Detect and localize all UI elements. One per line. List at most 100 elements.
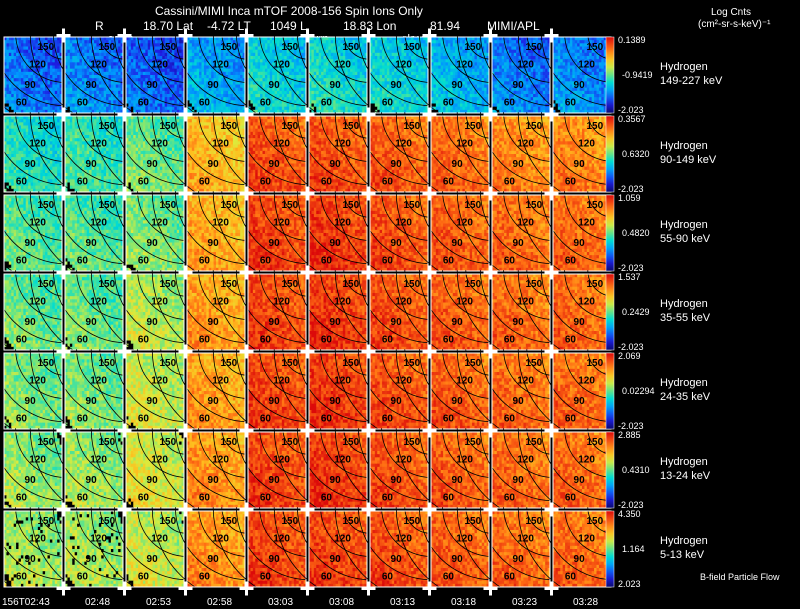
grid-cross	[484, 113, 498, 116]
contour-label: 60	[16, 493, 28, 504]
contour-label: 90	[86, 159, 98, 170]
contour-label: 150	[342, 279, 359, 290]
contour-label: 60	[321, 335, 333, 346]
contour-label: 120	[273, 455, 290, 466]
grid-cross	[240, 587, 254, 590]
grid-cross	[240, 271, 254, 274]
contour-label: 120	[395, 534, 412, 545]
grid-cross	[484, 192, 498, 195]
contour-label: 120	[334, 455, 351, 466]
contour-label: 120	[517, 139, 534, 150]
time-label: 03:08	[329, 597, 354, 608]
contour-label: 60	[260, 493, 272, 504]
contour-label: 90	[513, 396, 525, 407]
species-label: Hydrogen	[660, 456, 708, 469]
contour-label: 120	[151, 534, 168, 545]
contour-label: 150	[37, 437, 54, 448]
contour-label: 150	[525, 516, 542, 527]
contour-label: 90	[574, 554, 586, 565]
contour-label: 120	[212, 455, 229, 466]
contour-label: 120	[334, 534, 351, 545]
species-label: Hydrogen	[660, 298, 708, 311]
contour-label: 60	[138, 572, 150, 583]
contour-label: 90	[574, 238, 586, 249]
contour-label: 150	[342, 358, 359, 369]
grid-cross	[545, 192, 559, 195]
contour-label: 90	[452, 80, 464, 91]
contour-label: 120	[578, 534, 595, 545]
contour-label: 60	[16, 177, 28, 188]
grid-cross	[545, 350, 559, 353]
contour-label: 150	[281, 516, 298, 527]
contour-label: 90	[391, 80, 403, 91]
colorbar-mid-label: 0.02294	[622, 386, 655, 396]
grid-cross	[423, 429, 437, 432]
grid-cross	[301, 508, 315, 511]
grid-cross	[484, 350, 498, 353]
species-label: Hydrogen	[660, 535, 708, 548]
contour-label: 60	[16, 256, 28, 267]
colorbar-max-label: 0.1389	[618, 35, 646, 45]
contour-label: 150	[403, 121, 420, 132]
time-label: 03:03	[268, 597, 293, 608]
contour-label: 90	[86, 80, 98, 91]
contour-label: 90	[513, 475, 525, 486]
contour-label: 150	[37, 121, 54, 132]
contour-label: 60	[321, 256, 333, 267]
contour-label: 90	[25, 396, 37, 407]
contour-label: 120	[517, 455, 534, 466]
time-label: 02:58	[207, 597, 232, 608]
grid-cross	[118, 350, 132, 353]
contour-label: 90	[330, 80, 342, 91]
contour-label: 120	[517, 60, 534, 71]
contour-label: 60	[260, 98, 272, 109]
contour-label: 150	[98, 358, 115, 369]
contour-label: 120	[212, 139, 229, 150]
grid-cross	[179, 429, 193, 432]
grid-cross	[362, 113, 376, 116]
contour-label: 120	[395, 139, 412, 150]
contour-label: 60	[565, 335, 577, 346]
contour-label: 120	[212, 534, 229, 545]
contour-label: 150	[525, 121, 542, 132]
colorbar-max-label: 4.350	[618, 509, 641, 519]
contour-label: 150	[37, 358, 54, 369]
grid-cross	[118, 271, 132, 274]
contour-label: 150	[403, 437, 420, 448]
contour-label: 150	[98, 437, 115, 448]
contour-label: 150	[281, 200, 298, 211]
grid-cross	[179, 192, 193, 195]
contour-label: 120	[456, 297, 473, 308]
contour-label: 120	[90, 455, 107, 466]
species-label: Hydrogen	[660, 61, 708, 74]
grid-cross	[240, 34, 254, 37]
contour-label: 90	[147, 80, 159, 91]
colorbar	[606, 37, 614, 113]
contour-label: 60	[382, 177, 394, 188]
contour-label: 60	[443, 177, 455, 188]
grid-cross	[301, 429, 315, 432]
colorbar-min-label: 2.023	[618, 579, 641, 589]
contour-label: 90	[86, 554, 98, 565]
contour-label: 120	[395, 218, 412, 229]
contour-label: 90	[574, 159, 586, 170]
contour-label: 60	[199, 256, 211, 267]
contour-label: 90	[391, 475, 403, 486]
colorbar	[606, 195, 614, 271]
contour-label: 60	[443, 414, 455, 425]
contour-label: 90	[147, 396, 159, 407]
grid-cross	[118, 429, 132, 432]
contour-label: 120	[29, 376, 46, 387]
contour-label: 150	[98, 516, 115, 527]
contour-label: 60	[77, 177, 89, 188]
contour-label: 60	[77, 98, 89, 109]
energy-label: 35-55 keV	[660, 312, 710, 325]
contour-label: 150	[525, 200, 542, 211]
grid-cross	[118, 508, 132, 511]
grid-cross	[57, 34, 71, 37]
contour-label: 60	[77, 256, 89, 267]
colorbar-max-label: 0.3567	[618, 114, 646, 124]
contour-label: 120	[456, 139, 473, 150]
contour-label: 90	[452, 238, 464, 249]
